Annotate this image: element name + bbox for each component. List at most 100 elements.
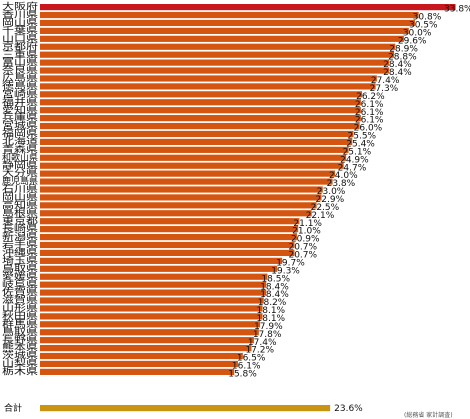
bar-38 bbox=[40, 297, 264, 304]
value-label-46: 16.1% bbox=[232, 362, 261, 372]
value-label-1: 33.8% bbox=[444, 5, 470, 15]
value-label-38: 18.2% bbox=[258, 298, 287, 308]
category-label-21: 静岡県 bbox=[2, 159, 38, 171]
bar-25 bbox=[40, 194, 322, 201]
category-label-22: 大分県 bbox=[2, 167, 38, 179]
category-label-45: 茨城県 bbox=[2, 350, 38, 362]
value-label-3: 30.5% bbox=[409, 21, 438, 31]
bar-26 bbox=[40, 202, 317, 209]
value-label-29: 21.0% bbox=[292, 227, 321, 237]
value-label-33: 19.7% bbox=[276, 258, 305, 268]
bar-39 bbox=[40, 305, 263, 312]
category-label-29: 長崎県 bbox=[2, 223, 38, 235]
value-label-14: 26.1% bbox=[355, 108, 384, 118]
value-label-8: 28.4% bbox=[383, 60, 412, 70]
bar-34 bbox=[40, 265, 278, 272]
value-label-6: 28.9% bbox=[389, 44, 418, 54]
bar-16 bbox=[40, 122, 360, 130]
bar-24 bbox=[40, 186, 323, 193]
category-label-9: 奈良県 bbox=[2, 64, 38, 76]
bar-2 bbox=[40, 11, 419, 19]
value-label-36: 18.4% bbox=[260, 282, 289, 292]
category-label-31: 岩手県 bbox=[2, 239, 38, 251]
value-label-21: 24.7% bbox=[338, 163, 367, 173]
bar-5 bbox=[40, 35, 404, 42]
value-label-23: 23.8% bbox=[327, 179, 356, 189]
bar-18 bbox=[40, 138, 353, 146]
category-label-26: 高知県 bbox=[2, 199, 38, 211]
bar-6 bbox=[40, 43, 396, 50]
category-label-38: 滋賀県 bbox=[2, 294, 38, 306]
bar-7 bbox=[40, 51, 395, 58]
bar-44 bbox=[40, 344, 252, 352]
total-value-label: 23.6% bbox=[334, 404, 363, 414]
category-label-20: 和歌山県 bbox=[2, 151, 38, 163]
value-label-43: 17.4% bbox=[248, 338, 277, 348]
bar-27 bbox=[40, 210, 312, 217]
bar-17 bbox=[40, 130, 354, 138]
source-note: (総務省 家計調査) bbox=[404, 411, 453, 419]
category-label-1: 大阪府 bbox=[2, 1, 38, 13]
category-label-47: 栃木県 bbox=[2, 365, 38, 377]
value-label-13: 26.1% bbox=[355, 100, 384, 110]
category-label-3: 岡山県 bbox=[2, 18, 38, 29]
bar-46 bbox=[40, 360, 238, 368]
category-label-23: 鹿児島県 bbox=[2, 175, 38, 187]
bar-30 bbox=[40, 233, 297, 241]
value-label-44: 17.2% bbox=[245, 346, 274, 356]
category-label-28: 東京都 bbox=[2, 215, 38, 227]
value-label-45: 16.5% bbox=[237, 354, 266, 364]
value-label-11: 27.3% bbox=[370, 84, 399, 94]
value-label-41: 17.9% bbox=[254, 322, 283, 332]
category-label-10: 広島県 bbox=[2, 72, 38, 84]
category-labels: 大阪府香川県岡山県千葉県山口県京都府三重県富山県奈良県広島県徳島県宮崎県福井県愛… bbox=[2, 1, 38, 378]
category-label-36: 岐阜県 bbox=[2, 278, 38, 290]
bar-47 bbox=[40, 368, 235, 375]
category-label-44: 熊本県 bbox=[2, 342, 38, 354]
category-label-2: 香川県 bbox=[2, 10, 38, 21]
value-label-18: 25.4% bbox=[346, 140, 375, 150]
bar-14 bbox=[40, 107, 361, 114]
value-label-4: 30.0% bbox=[403, 28, 432, 38]
bar-21 bbox=[40, 162, 344, 169]
category-label-15: 兵庫県 bbox=[2, 112, 38, 124]
bar-32 bbox=[40, 249, 295, 257]
category-label-25: 岡山県 bbox=[2, 192, 38, 203]
value-label-2: 30.8% bbox=[413, 13, 442, 23]
value-label-30: 20.9% bbox=[291, 235, 320, 245]
bar-11 bbox=[40, 83, 376, 90]
bar-22 bbox=[40, 170, 336, 177]
bar-23 bbox=[40, 178, 333, 185]
bar-9 bbox=[40, 67, 390, 74]
value-label-32: 20.7% bbox=[288, 251, 317, 261]
category-label-37: 佐賀県 bbox=[2, 286, 38, 298]
value-label-27: 22.1% bbox=[306, 211, 335, 221]
bar-42 bbox=[40, 329, 259, 336]
category-label-40: 秋田県 bbox=[2, 310, 38, 322]
value-labels: 33.8%30.8%30.5%30.0%29.6%28.9%28.8%28.4%… bbox=[228, 5, 470, 380]
bar-37 bbox=[40, 289, 267, 296]
bar-1 bbox=[40, 4, 456, 11]
value-label-26: 22.5% bbox=[311, 203, 340, 213]
category-label-32: 沖縄県 bbox=[2, 247, 38, 259]
category-label-27: 島根県 bbox=[2, 207, 38, 219]
category-label-42: 鳥取県 bbox=[2, 326, 38, 338]
value-label-7: 28.8% bbox=[388, 52, 417, 62]
bar-19 bbox=[40, 146, 349, 153]
value-label-12: 26.2% bbox=[356, 92, 385, 102]
category-label-35: 愛媛県 bbox=[2, 270, 38, 282]
bar-33 bbox=[40, 257, 283, 264]
category-label-41: 群馬県 bbox=[2, 318, 38, 330]
category-label-33: 埼玉県 bbox=[2, 254, 38, 266]
category-label-34: 鳥取県 bbox=[2, 262, 38, 274]
bar-36 bbox=[40, 281, 267, 288]
value-label-22: 24.0% bbox=[329, 171, 358, 181]
bar-40 bbox=[40, 313, 263, 320]
value-label-39: 18.1% bbox=[257, 306, 286, 316]
value-label-19: 25.1% bbox=[343, 147, 372, 157]
category-label-24: 石川県 bbox=[2, 184, 38, 195]
value-label-24: 23.0% bbox=[317, 187, 346, 197]
value-label-35: 18.5% bbox=[261, 274, 290, 284]
total-row: 合計 23.6% bbox=[4, 402, 363, 414]
